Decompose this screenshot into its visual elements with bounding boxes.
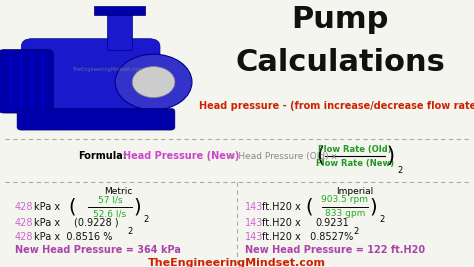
Text: Head pressure - (from increase/decrease flow rate): Head pressure - (from increase/decrease …: [199, 101, 474, 111]
Text: kPa x: kPa x: [34, 218, 60, 228]
Circle shape: [132, 66, 175, 97]
Text: 833 gpm: 833 gpm: [325, 209, 365, 218]
Text: New Head Pressure = 364 kPa: New Head Pressure = 364 kPa: [15, 245, 181, 256]
Text: ft.H20 x: ft.H20 x: [262, 202, 301, 212]
FancyBboxPatch shape: [0, 50, 53, 113]
Text: 57 l/s: 57 l/s: [98, 195, 122, 205]
Text: 0.9231: 0.9231: [315, 218, 349, 228]
Text: Flow Rate (Old): Flow Rate (Old): [318, 145, 392, 154]
Text: (: (: [316, 146, 324, 166]
FancyBboxPatch shape: [21, 39, 160, 124]
Text: Formula:: Formula:: [78, 151, 127, 161]
Text: ft.H20 x   0.8527%: ft.H20 x 0.8527%: [262, 232, 353, 242]
FancyBboxPatch shape: [17, 108, 175, 130]
Text: 2: 2: [127, 227, 132, 237]
Text: Head Pressure (New): Head Pressure (New): [123, 151, 239, 161]
Circle shape: [115, 54, 192, 110]
Text: ): ): [369, 197, 377, 217]
Text: = Head Pressure (Old) x: = Head Pressure (Old) x: [228, 152, 337, 161]
Text: Metric: Metric: [104, 187, 132, 196]
Text: Flow Rate (New): Flow Rate (New): [316, 159, 394, 168]
Text: ft.H20 x: ft.H20 x: [262, 218, 301, 228]
Text: Calculations: Calculations: [235, 48, 445, 77]
Text: 143: 143: [245, 218, 264, 228]
Text: 2: 2: [353, 227, 358, 237]
Text: (0.9228 ): (0.9228 ): [74, 218, 118, 228]
Text: Pump: Pump: [292, 5, 389, 34]
Text: New Head Pressure = 122 ft.H20: New Head Pressure = 122 ft.H20: [245, 245, 425, 256]
Text: kPa x  0.8516 %: kPa x 0.8516 %: [34, 232, 112, 242]
Text: 903.5 rpm: 903.5 rpm: [321, 195, 368, 205]
Text: 52.6 l/s: 52.6 l/s: [93, 209, 127, 218]
Text: ): ): [386, 146, 394, 166]
Text: (: (: [305, 197, 312, 217]
Text: 428: 428: [15, 202, 34, 212]
Text: TheEngineeringMindset.com: TheEngineeringMindset.com: [148, 258, 326, 267]
Text: 2: 2: [379, 215, 384, 225]
Text: (: (: [68, 197, 75, 217]
Text: kPa x: kPa x: [34, 202, 60, 212]
FancyBboxPatch shape: [107, 11, 132, 50]
Text: 2: 2: [143, 215, 148, 225]
Text: ): ): [133, 197, 141, 217]
FancyBboxPatch shape: [94, 6, 145, 15]
Text: TheEngineeringMindset.com: TheEngineeringMindset.com: [72, 67, 142, 72]
Text: Imperial: Imperial: [337, 187, 374, 196]
Text: 143: 143: [245, 202, 264, 212]
Text: 143: 143: [245, 232, 264, 242]
Text: 428: 428: [15, 218, 34, 228]
Text: 2: 2: [397, 166, 402, 175]
Text: 428: 428: [15, 232, 34, 242]
